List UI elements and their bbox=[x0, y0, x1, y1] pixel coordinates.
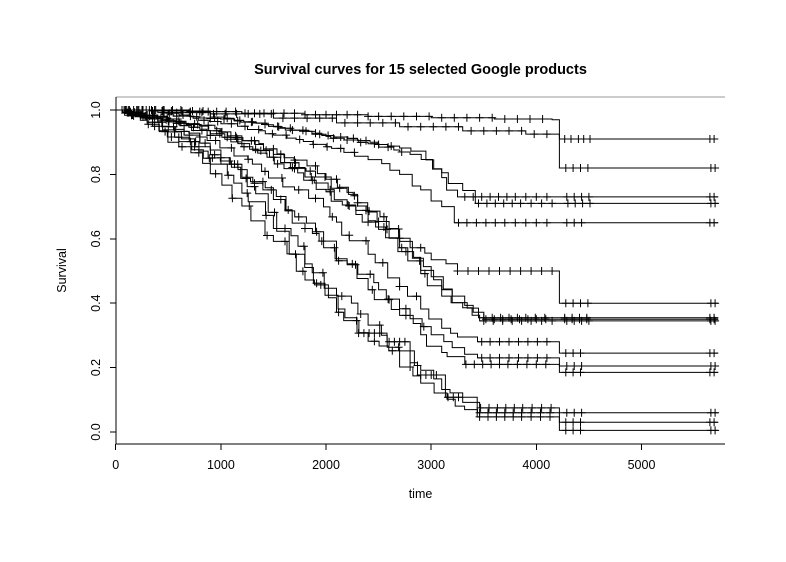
survival-curve-product-08 bbox=[115, 109, 720, 325]
censor-plus-marks bbox=[126, 107, 720, 370]
km-step-line bbox=[115, 109, 719, 320]
km-step-line bbox=[115, 109, 719, 319]
survival-curve-product-09 bbox=[115, 108, 719, 358]
km-step-line bbox=[115, 109, 719, 204]
survival-curves bbox=[115, 106, 720, 435]
y-tick-label: 0.6 bbox=[89, 230, 103, 247]
survival-curve-product-14 bbox=[115, 108, 720, 435]
censor-plus-marks bbox=[123, 108, 719, 358]
plot-frame bbox=[115, 96, 725, 445]
censor-plus-marks bbox=[128, 111, 720, 325]
survival-curve-product-07 bbox=[115, 107, 719, 322]
survival-curve-product-04 bbox=[115, 106, 720, 208]
y-tick-label: 0.0 bbox=[89, 423, 103, 440]
km-step-line bbox=[115, 109, 719, 169]
x-tick-label: 1000 bbox=[207, 458, 235, 472]
x-axis: 0 1000 2000 3000 4000 5000 bbox=[112, 444, 655, 472]
chart-title: Survival curves for 15 selected Google p… bbox=[254, 62, 587, 78]
censor-plus-marks bbox=[125, 107, 719, 322]
survival-curve-product-05 bbox=[115, 106, 719, 227]
y-tick-label: 0.8 bbox=[89, 166, 103, 183]
survival-curve-product-15 bbox=[115, 106, 719, 324]
censor-plus-marks bbox=[124, 108, 719, 377]
survival-curve-product-11 bbox=[115, 108, 719, 377]
survival-curve-product-13 bbox=[115, 109, 719, 427]
x-tick-label: 2000 bbox=[312, 458, 340, 472]
km-step-line bbox=[115, 109, 719, 198]
y-tick-label: 0.2 bbox=[89, 359, 103, 376]
y-tick-label: 0.4 bbox=[89, 294, 103, 311]
censor-plus-marks bbox=[122, 106, 719, 324]
x-tick-label: 4000 bbox=[522, 458, 550, 472]
x-tick-label: 3000 bbox=[417, 458, 445, 472]
y-axis: 0.0 0.2 0.4 0.6 0.8 1.0 bbox=[89, 101, 116, 441]
x-tick-label: 0 bbox=[112, 458, 119, 472]
censor-plus-marks bbox=[129, 111, 720, 417]
km-step-line bbox=[115, 109, 719, 367]
y-axis-label: Survival bbox=[55, 248, 69, 292]
x-axis-label: time bbox=[409, 487, 433, 501]
censor-plus-marks bbox=[122, 106, 719, 201]
y-tick-label: 1.0 bbox=[89, 101, 103, 118]
censor-plus-marks bbox=[127, 111, 719, 427]
km-step-line bbox=[115, 109, 719, 224]
km-step-line bbox=[115, 109, 719, 322]
km-step-line bbox=[115, 109, 719, 373]
x-tick-label: 5000 bbox=[628, 458, 656, 472]
